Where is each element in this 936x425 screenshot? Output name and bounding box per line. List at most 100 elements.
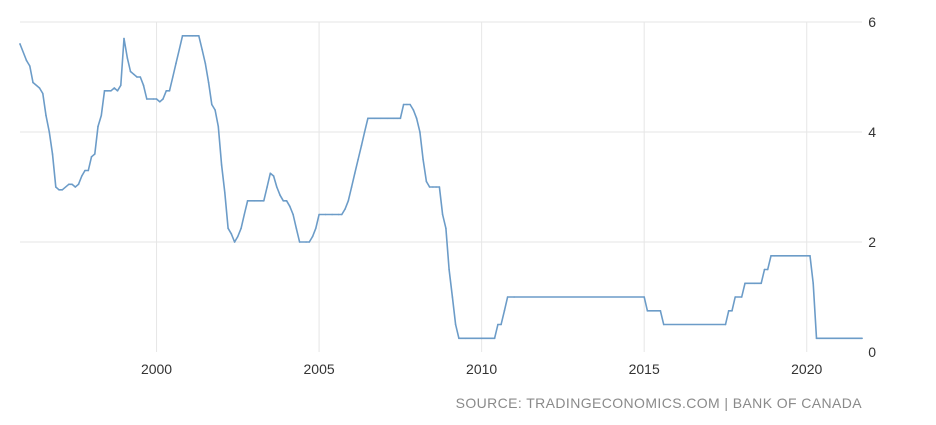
data-point [315, 227, 317, 230]
data-point [220, 164, 223, 166]
data-point [435, 186, 437, 188]
data-point [38, 87, 41, 89]
data-point [861, 337, 863, 340]
x-tick-label: 2015 [629, 361, 660, 377]
data-point [279, 194, 281, 197]
data-point [133, 73, 135, 76]
data-point [191, 35, 194, 37]
data-point [162, 98, 164, 100]
data-point [415, 117, 418, 120]
y-axis-ticks: 0 2 4 6 [868, 14, 876, 360]
data-point [399, 117, 402, 120]
data-point [493, 337, 496, 340]
data-point [298, 241, 301, 243]
data-point [646, 310, 649, 312]
data-point [308, 241, 311, 243]
data-point [396, 117, 398, 120]
data-point [165, 90, 168, 92]
data-point [285, 200, 288, 202]
data-point [207, 81, 210, 84]
data-point [201, 48, 203, 51]
data-point [773, 255, 775, 257]
data-point [51, 153, 54, 155]
data-point [181, 35, 184, 37]
data-point [662, 323, 665, 326]
data-point [441, 213, 444, 216]
data-point [103, 90, 106, 92]
data-point [55, 186, 57, 188]
data-point [347, 200, 350, 202]
data-point [337, 213, 340, 216]
data-point [155, 98, 158, 100]
data-point [731, 310, 733, 312]
data-point [422, 158, 424, 161]
data-point [363, 131, 366, 133]
data-point [497, 323, 499, 326]
data-point [393, 117, 395, 120]
y-tick-label: 4 [868, 124, 876, 140]
data-point [126, 57, 129, 59]
data-point [110, 90, 112, 92]
data-point [87, 169, 90, 172]
data-point [45, 114, 47, 117]
data-point [123, 37, 125, 40]
data-point [295, 227, 298, 230]
data-point [172, 76, 174, 78]
data-point [194, 35, 197, 37]
data-point [760, 282, 762, 285]
data-point [815, 337, 818, 340]
data-point [770, 255, 772, 257]
data-point [185, 35, 187, 37]
data-point [204, 62, 207, 65]
gridlines [20, 21, 862, 352]
data-point [175, 62, 177, 65]
data-point [412, 109, 415, 111]
data-point [724, 323, 727, 326]
data-point [58, 189, 60, 191]
data-point [276, 186, 278, 188]
data-point [380, 117, 382, 120]
data-point [211, 103, 213, 106]
data-point [344, 208, 346, 210]
data-point [48, 131, 51, 133]
data-point [81, 175, 83, 177]
data-point [744, 282, 746, 285]
data-point [71, 183, 73, 186]
data-point [113, 87, 116, 89]
data-point [324, 213, 327, 216]
data-point [74, 186, 77, 188]
y-tick-label: 0 [868, 344, 876, 360]
data-point [90, 156, 93, 158]
data-point [766, 268, 769, 271]
data-point [331, 213, 333, 216]
data-point [188, 35, 190, 37]
data-point [318, 213, 320, 216]
data-point [214, 109, 216, 111]
data-point [454, 323, 457, 326]
data-point [269, 172, 272, 175]
data-point [812, 282, 814, 285]
data-point [428, 186, 431, 188]
data-point [809, 255, 811, 257]
data-point [32, 81, 34, 84]
series-line [19, 35, 863, 340]
data-point [402, 103, 405, 106]
data-point [263, 200, 265, 202]
data-point [25, 59, 28, 62]
data-point [227, 227, 229, 230]
data-point [360, 145, 363, 147]
x-tick-label: 2000 [141, 361, 172, 377]
data-point [438, 186, 441, 188]
data-point [500, 323, 502, 326]
data-point [129, 70, 132, 73]
data-point [289, 205, 291, 208]
data-point [116, 90, 119, 92]
data-point [659, 310, 662, 312]
data-point [763, 268, 766, 271]
data-point [237, 235, 239, 238]
data-point [266, 186, 268, 188]
data-point [224, 191, 226, 194]
data-point [243, 213, 246, 216]
data-point [29, 65, 31, 67]
